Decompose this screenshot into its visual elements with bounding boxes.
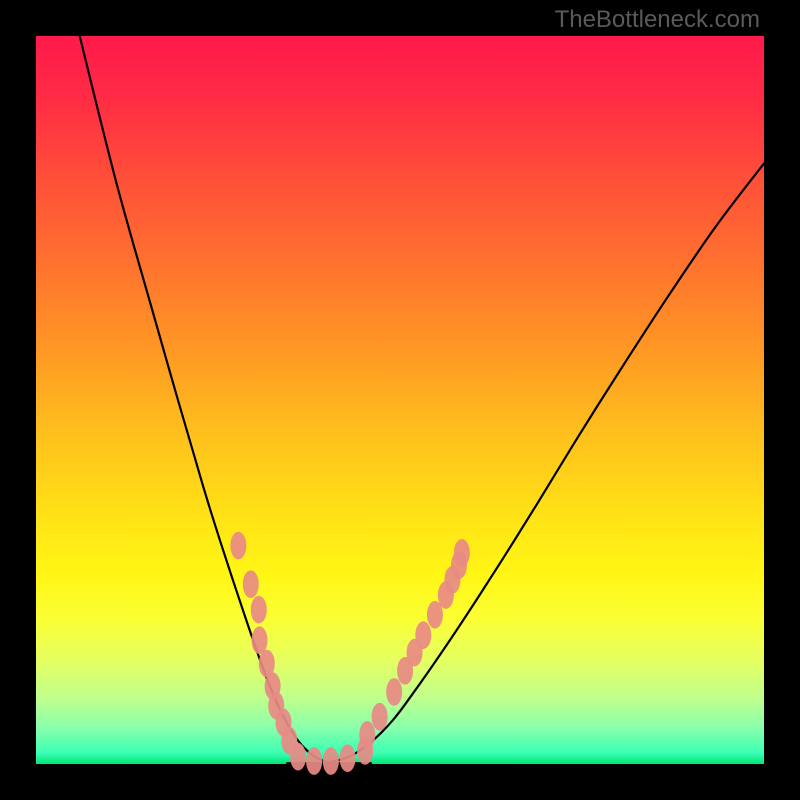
- marker-dot: [323, 747, 339, 775]
- marker-dot: [251, 596, 267, 624]
- marker-dot: [340, 744, 356, 772]
- markers-right: [359, 539, 470, 749]
- marker-dot: [243, 570, 259, 598]
- watermark-text: TheBottleneck.com: [555, 6, 760, 34]
- markers-left: [230, 532, 297, 755]
- chart-svg: [36, 36, 764, 764]
- marker-dot: [251, 626, 267, 654]
- marker-dot: [372, 703, 388, 731]
- plot-area: [36, 36, 764, 764]
- marker-dot: [290, 743, 306, 771]
- curve-left: [80, 36, 328, 763]
- curve-right: [327, 163, 764, 762]
- marker-dot: [359, 721, 375, 749]
- marker-dot: [386, 678, 402, 706]
- marker-dot: [230, 532, 246, 560]
- marker-dot: [454, 539, 470, 567]
- markers-bottom: [290, 737, 373, 775]
- marker-dot: [306, 747, 322, 775]
- marker-dot: [415, 621, 431, 649]
